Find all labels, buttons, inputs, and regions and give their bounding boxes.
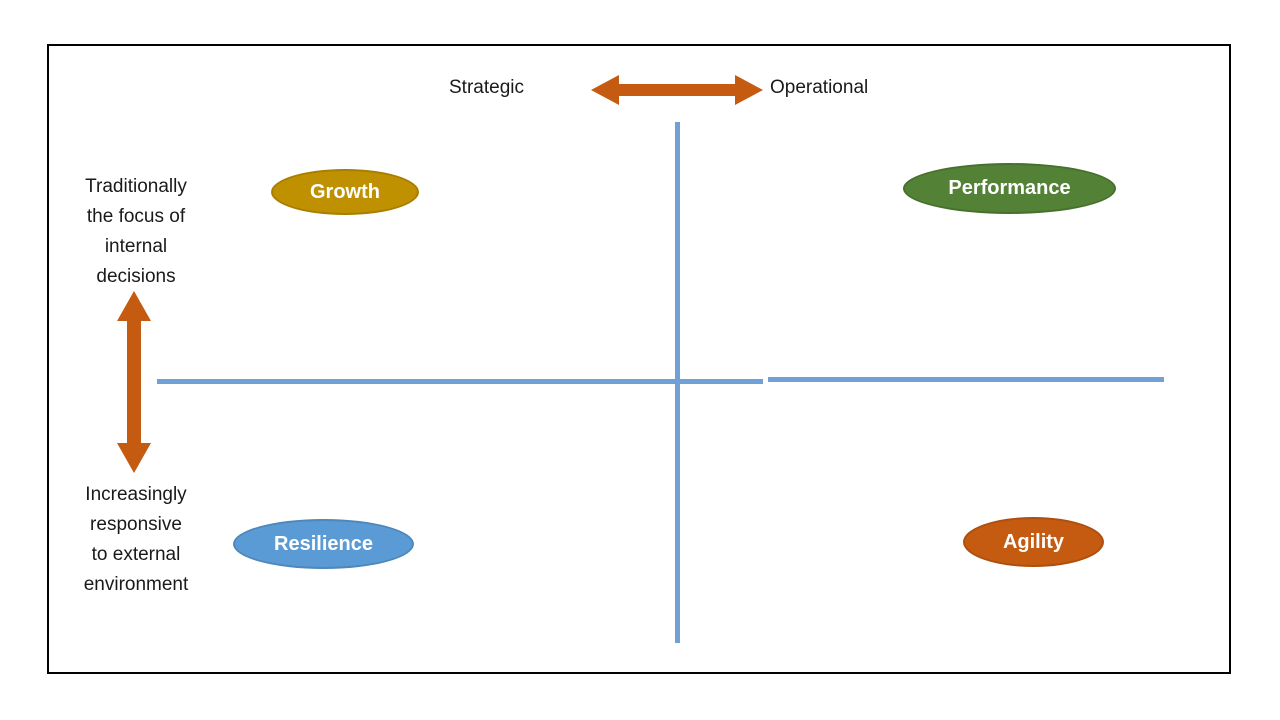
- operational-label: Operational: [770, 77, 869, 98]
- agility-label: Agility: [1002, 530, 1065, 553]
- horizontal-double-arrow-icon: [591, 75, 763, 105]
- diagram-border: [47, 44, 1231, 674]
- vertical-double-arrow-icon: [117, 291, 151, 473]
- external-environment-text: Increasingly responsive to external envi…: [83, 484, 189, 595]
- horizontal-axis-line-right: [768, 377, 1164, 382]
- internal-decisions-text: Traditionally the focus of internal deci…: [85, 176, 187, 287]
- growth-label: Growth: [310, 180, 380, 203]
- agility-ellipse: Agility: [963, 517, 1104, 567]
- horizontal-axis-line-left: [157, 379, 763, 384]
- performance-ellipse: Performance: [903, 163, 1116, 214]
- performance-label: Performance: [948, 177, 1071, 199]
- growth-ellipse: Growth: [271, 169, 419, 215]
- resilience-label: Resilience: [274, 532, 373, 555]
- resilience-ellipse: Resilience: [233, 519, 414, 569]
- strategic-label: Strategic: [449, 77, 524, 98]
